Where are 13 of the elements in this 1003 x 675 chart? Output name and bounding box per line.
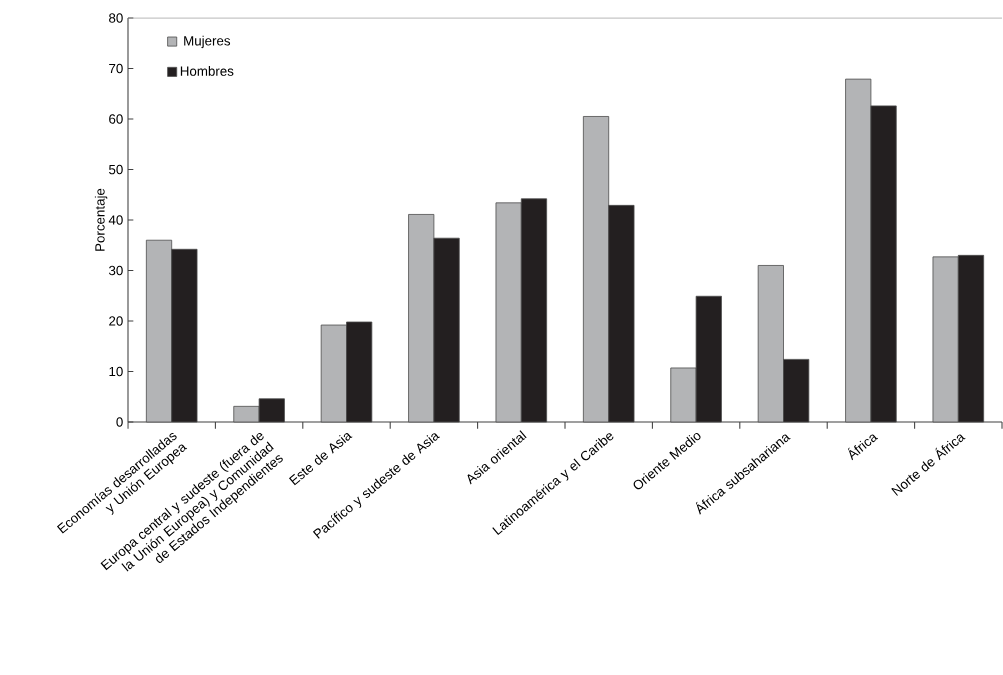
y-axis-title: Porcentaje <box>94 188 108 251</box>
y-tick-label: 50 <box>109 164 123 175</box>
y-tick-label: 30 <box>108 265 123 276</box>
legend-label: Mujeres <box>184 35 231 49</box>
y-tick-label: 20 <box>109 316 123 326</box>
y-tick-label: 40 <box>108 215 123 225</box>
legend-label: Hombres <box>180 66 234 76</box>
y-tick-label: 80 <box>109 13 123 23</box>
y-tick-label: 10 <box>109 366 123 377</box>
x-tick-label: Este de Asia <box>288 433 353 486</box>
y-tick-label: 70 <box>109 63 123 74</box>
y-tick-label: 60 <box>109 114 123 124</box>
y-tick-label: 0 <box>116 417 123 427</box>
